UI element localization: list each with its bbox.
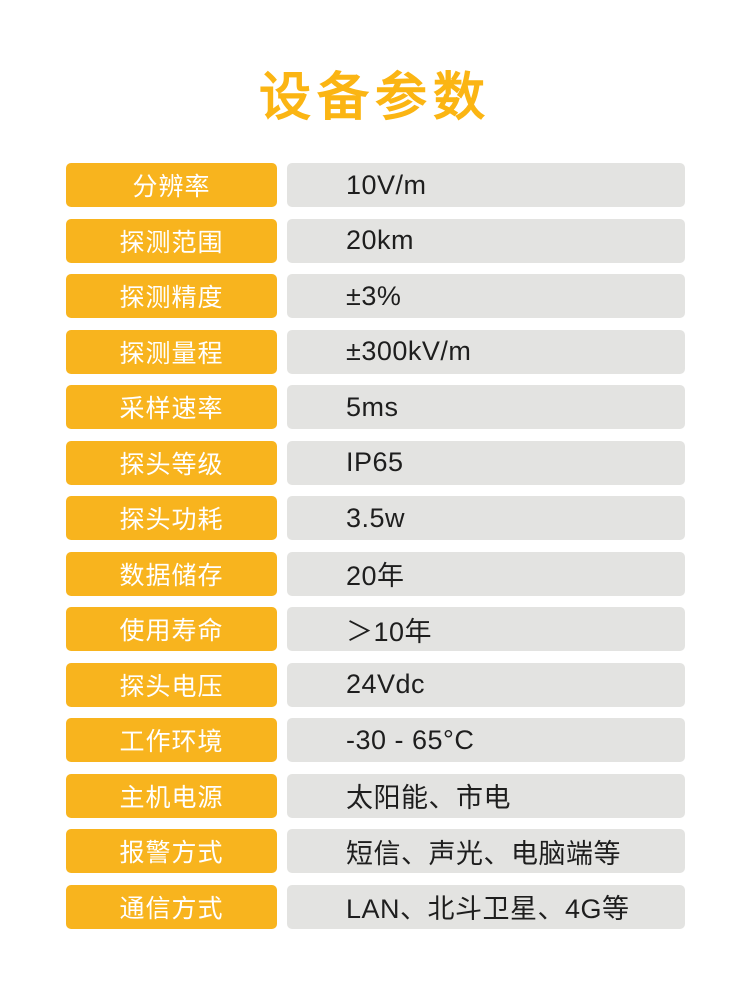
spec-value-text: 20km (346, 225, 415, 255)
spec-label-text: 探测量程 (119, 339, 224, 368)
table-row: 探测量程 ±300kV/m (66, 329, 685, 374)
spec-value-text: ±3% (346, 280, 402, 311)
spec-label-text: 探头功耗 (119, 506, 224, 534)
spec-label-box: 探测范围 (66, 218, 277, 263)
spec-value-text: 5ms (346, 391, 399, 422)
spec-value-text: ±300kV/m (346, 336, 472, 366)
spec-label-box: 工作环境 (66, 718, 277, 762)
spec-label-box: 数据储存 (66, 551, 277, 596)
spec-value-box: ±3% (287, 274, 685, 318)
table-row: 分辨率 10V/m (66, 163, 685, 207)
spec-label-box: 报警方式 (66, 829, 277, 873)
spec-label-text: 探头等级 (119, 450, 224, 479)
spec-value-box: ±300kV/m (287, 329, 685, 374)
spec-label-text: 探头电压 (119, 672, 224, 701)
spec-label-box: 分辨率 (66, 163, 277, 207)
table-row: 数据储存 20年 (66, 551, 685, 596)
spec-value-box: 短信、声光、电脑端等 (287, 829, 685, 873)
spec-label-text: 通信方式 (119, 894, 224, 923)
spec-value-text: 20年 (346, 561, 405, 591)
spec-value-text: 10V/m (346, 169, 427, 200)
table-row: 探头功耗 3.5w (66, 496, 685, 540)
spec-value-text: LAN、北斗卫星、4G等 (346, 894, 630, 924)
table-row: 探测精度 ±3% (66, 274, 685, 318)
table-row: 报警方式 短信、声光、电脑端等 (66, 829, 685, 873)
table-row: 工作环境 -30 - 65°C (66, 718, 685, 762)
spec-label-text: 数据储存 (119, 561, 224, 590)
spec-label-text: 主机电源 (119, 783, 224, 812)
spec-value-text: 3.5w (346, 502, 406, 533)
spec-value-box: 10V/m (287, 163, 685, 207)
spec-value-text: -30 - 65°C (346, 724, 475, 755)
table-row: 探头等级 IP65 (66, 440, 685, 485)
table-row: 主机电源 太阳能、市电 (66, 773, 685, 818)
spec-table: 分辨率 10V/m 探测范围 20km 探测精度 ±3% 探测量程 ±300kV… (66, 163, 685, 940)
spec-value-text: IP65 (346, 447, 404, 477)
spec-label-box: 探头电压 (66, 662, 277, 707)
spec-value-box: 太阳能、市电 (287, 773, 685, 818)
spec-label-box: 探测精度 (66, 274, 277, 318)
spec-label-box: 探头功耗 (66, 496, 277, 540)
spec-label-box: 使用寿命 (66, 607, 277, 651)
spec-label-text: 探测范围 (119, 228, 224, 257)
table-row: 采样速率 5ms (66, 385, 685, 429)
spec-value-text: ＞10年 (346, 616, 433, 647)
spec-value-box: ＞10年 (287, 607, 685, 651)
spec-value-box: -30 - 65°C (287, 718, 685, 762)
spec-value-box: IP65 (287, 440, 685, 485)
spec-value-text: 24Vdc (346, 669, 426, 699)
spec-value-box: 20km (287, 218, 685, 263)
spec-label-box: 探测量程 (66, 329, 277, 374)
page-title: 设备参数 (258, 69, 491, 127)
spec-value-text: 短信、声光、电脑端等 (346, 838, 621, 869)
table-row: 通信方式 LAN、北斗卫星、4G等 (66, 884, 685, 929)
spec-label-box: 通信方式 (66, 884, 277, 929)
spec-label-text: 使用寿命 (119, 617, 224, 645)
table-row: 探头电压 24Vdc (66, 662, 685, 707)
spec-value-box: LAN、北斗卫星、4G等 (287, 884, 685, 929)
spec-label-text: 工作环境 (119, 728, 224, 756)
spec-value-box: 3.5w (287, 496, 685, 540)
spec-label-box: 主机电源 (66, 773, 277, 818)
table-row: 探测范围 20km (66, 218, 685, 263)
spec-value-text: 太阳能、市电 (346, 783, 511, 813)
spec-value-box: 5ms (287, 385, 685, 429)
spec-label-box: 探头等级 (66, 440, 277, 485)
spec-label-text: 分辨率 (132, 173, 211, 201)
table-row: 使用寿命 ＞10年 (66, 607, 685, 651)
spec-label-text: 采样速率 (119, 395, 224, 423)
spec-label-box: 采样速率 (66, 385, 277, 429)
spec-value-box: 24Vdc (287, 662, 685, 707)
spec-value-box: 20年 (287, 551, 685, 596)
spec-label-text: 报警方式 (119, 839, 224, 867)
spec-label-text: 探测精度 (119, 284, 224, 312)
